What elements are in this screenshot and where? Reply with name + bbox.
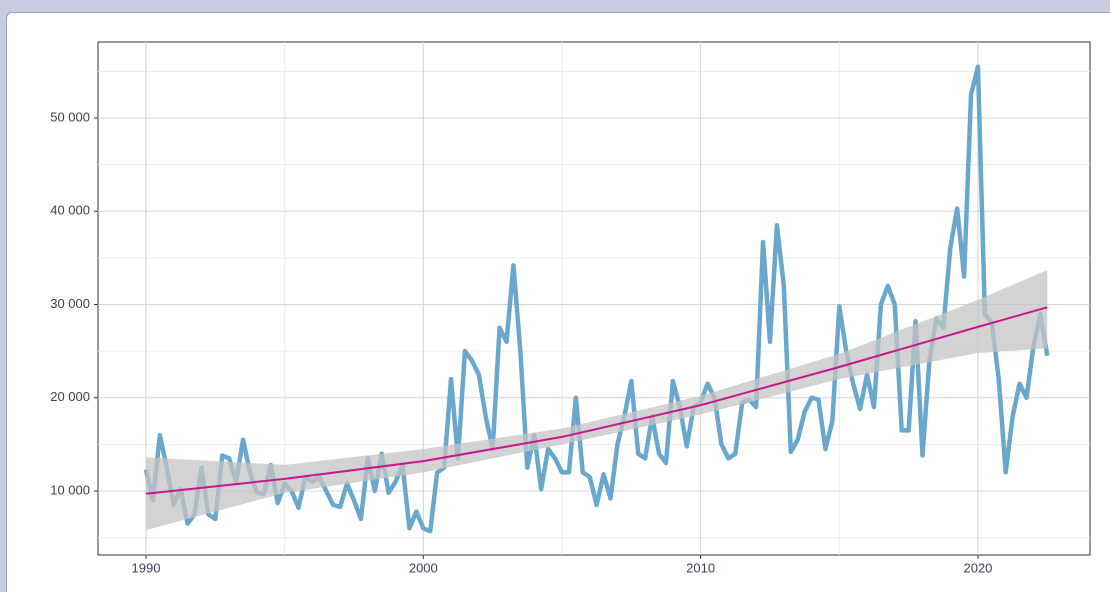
x-tick-label: 1990: [132, 560, 161, 575]
y-tick-label: 10 000: [50, 482, 90, 497]
y-tick-label: 50 000: [50, 109, 90, 124]
x-tick-label: 2020: [963, 560, 992, 575]
confidence-band: [145, 269, 1048, 531]
x-tick-label: 2000: [409, 560, 438, 575]
y-tick-label: 40 000: [50, 203, 90, 218]
x-tick-label: 2010: [686, 560, 715, 575]
y-tick-label: 30 000: [50, 296, 90, 311]
trend-line: [145, 306, 1048, 495]
y-tick-label: 20 000: [50, 389, 90, 404]
